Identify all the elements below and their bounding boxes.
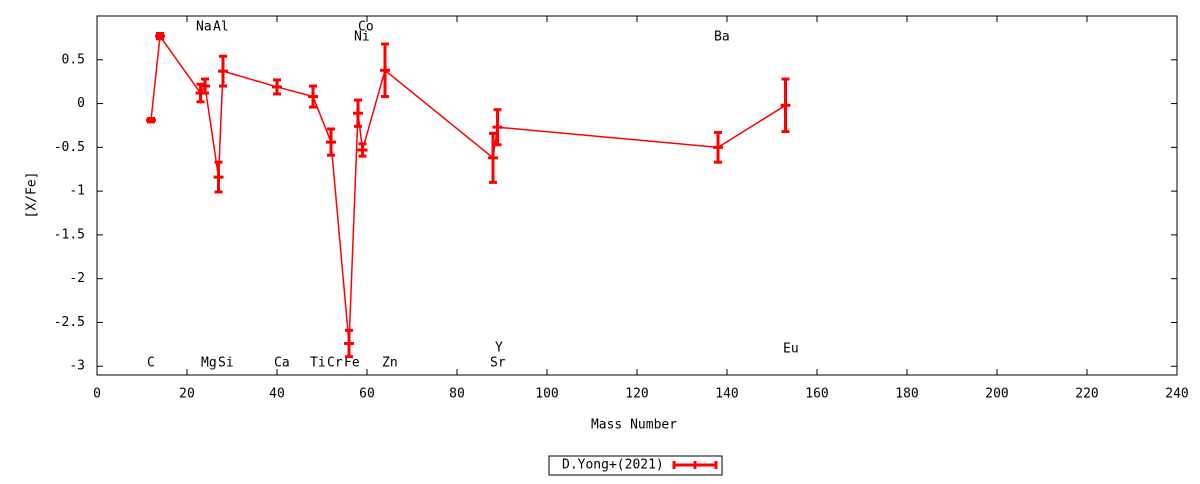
y-tick-label: 0 bbox=[77, 96, 85, 111]
element-label: Fe bbox=[344, 356, 360, 371]
x-tick-label: 60 bbox=[359, 387, 375, 402]
y-tick-label: -3 bbox=[69, 359, 85, 374]
x-tick-label: 160 bbox=[805, 387, 828, 402]
element-label: Ca bbox=[274, 356, 290, 371]
element-label: Eu bbox=[783, 342, 799, 357]
plot-frame bbox=[96, 15, 1178, 376]
element-label: Na bbox=[196, 20, 212, 35]
x-tick-label: 180 bbox=[895, 387, 918, 402]
x-tick-label: 140 bbox=[715, 387, 738, 402]
element-label: Ba bbox=[714, 30, 730, 45]
x-axis-label: Mass Number bbox=[591, 418, 677, 433]
element-label: Si bbox=[218, 356, 234, 371]
element-label: Y bbox=[495, 341, 503, 356]
y-tick-label: -2 bbox=[69, 271, 85, 286]
x-tick-label: 100 bbox=[535, 387, 558, 402]
element-label: Ti bbox=[310, 356, 326, 371]
element-label: Ni bbox=[354, 30, 370, 45]
x-tick-label: 0 bbox=[93, 387, 101, 402]
x-tick-label: 240 bbox=[1165, 387, 1188, 402]
series-line bbox=[150, 34, 786, 344]
element-label: Al bbox=[213, 20, 229, 35]
element-label: Sr bbox=[490, 356, 506, 371]
x-tick-label: 200 bbox=[985, 387, 1008, 402]
x-tick-label: 120 bbox=[625, 387, 648, 402]
y-tick-label: 0.5 bbox=[62, 52, 85, 67]
element-label: C bbox=[147, 356, 155, 371]
x-tick-label: 220 bbox=[1075, 387, 1098, 402]
element-label: Zn bbox=[382, 356, 398, 371]
x-tick-label: 80 bbox=[449, 387, 465, 402]
x-tick-label: 40 bbox=[269, 387, 285, 402]
legend-label: D.Yong+(2021) bbox=[562, 458, 664, 473]
y-tick-label: -1.5 bbox=[54, 227, 85, 242]
y-tick-label: -1 bbox=[69, 184, 85, 199]
element-label: Cr bbox=[327, 356, 343, 371]
x-tick-label: 20 bbox=[179, 387, 195, 402]
element-label: Co bbox=[358, 20, 374, 35]
y-tick-label: -2.5 bbox=[54, 315, 85, 330]
y-axis-label: [X/Fe] bbox=[25, 172, 40, 219]
legend-box bbox=[548, 455, 723, 476]
y-tick-label: -0.5 bbox=[54, 140, 85, 155]
element-label: Mg bbox=[201, 356, 217, 371]
